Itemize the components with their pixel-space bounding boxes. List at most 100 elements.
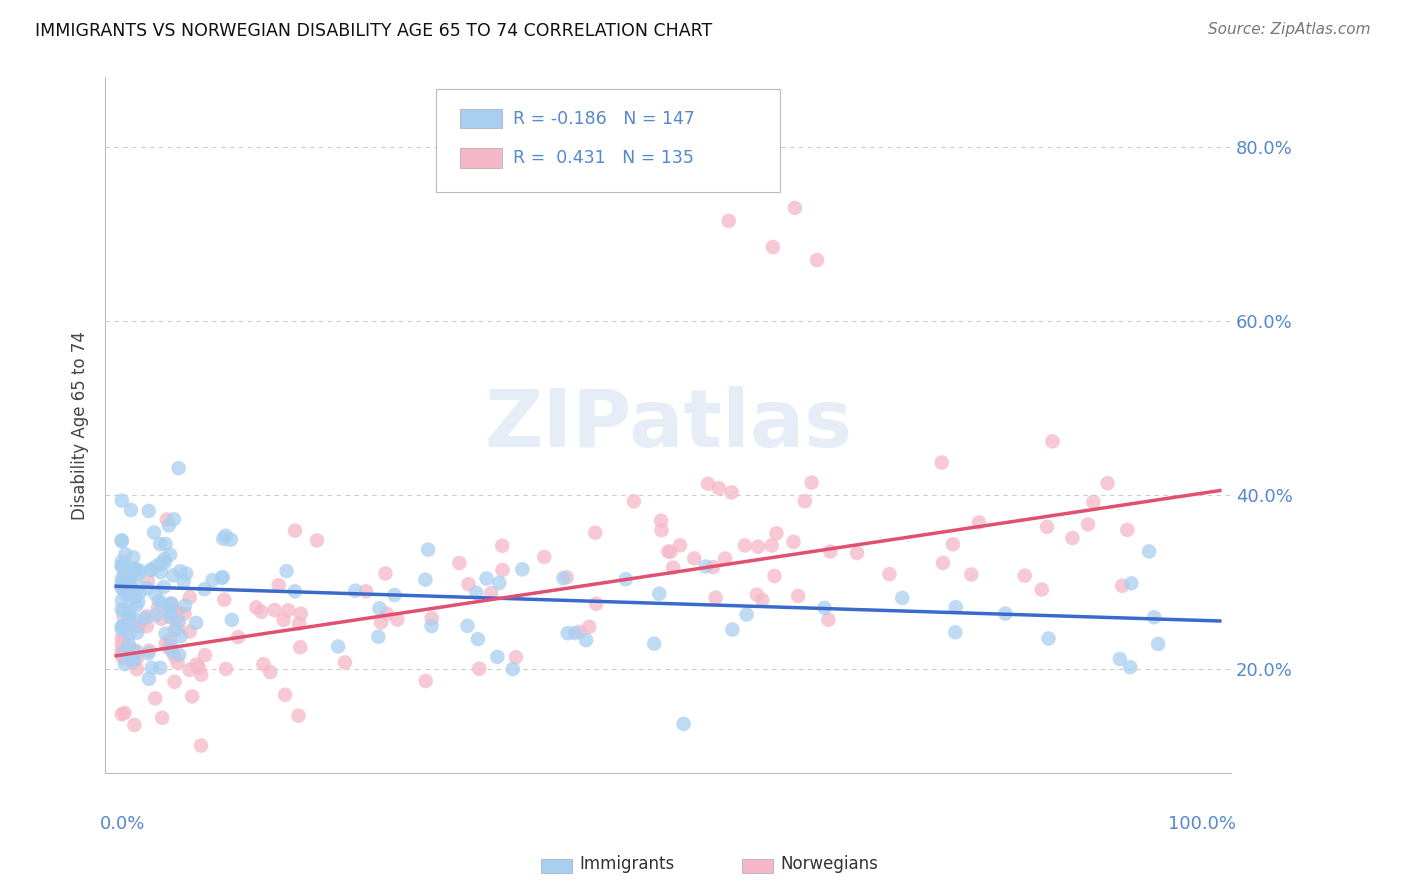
Point xyxy=(817,613,839,627)
Point xyxy=(717,214,740,228)
Point xyxy=(125,662,148,676)
Point xyxy=(150,556,173,570)
Point xyxy=(111,534,134,549)
Point xyxy=(707,481,730,495)
Point xyxy=(169,629,191,643)
Point xyxy=(806,253,828,268)
Point xyxy=(111,576,134,591)
Point xyxy=(193,582,215,597)
Point xyxy=(143,587,166,601)
Point xyxy=(127,620,149,634)
Point xyxy=(112,574,135,589)
Point xyxy=(418,542,440,557)
Point xyxy=(420,611,443,625)
Point xyxy=(259,665,281,679)
Point xyxy=(761,538,783,552)
Point xyxy=(375,607,398,621)
Point xyxy=(1031,582,1053,597)
Point xyxy=(468,662,491,676)
Point xyxy=(145,608,167,623)
Point xyxy=(120,581,142,595)
Point xyxy=(155,537,177,551)
Point xyxy=(129,616,152,631)
Point xyxy=(173,574,195,589)
Point xyxy=(124,718,146,732)
Point xyxy=(659,545,682,559)
Point xyxy=(221,613,243,627)
Point xyxy=(1077,517,1099,532)
Point xyxy=(163,648,186,663)
Point xyxy=(149,537,172,551)
Point xyxy=(169,564,191,578)
Point xyxy=(333,656,356,670)
Point xyxy=(125,613,148,627)
Point xyxy=(159,609,181,624)
Point xyxy=(288,616,311,631)
Text: Immigrants: Immigrants xyxy=(579,855,675,873)
Point xyxy=(181,690,204,704)
Point xyxy=(820,544,842,558)
Point xyxy=(146,601,169,615)
Point xyxy=(683,551,706,566)
Point xyxy=(190,667,212,681)
Point xyxy=(284,524,307,538)
Point xyxy=(159,610,181,624)
Point xyxy=(111,559,134,574)
Point xyxy=(120,568,142,582)
Point xyxy=(800,475,823,490)
Point xyxy=(111,580,134,594)
Point xyxy=(287,708,309,723)
Point xyxy=(226,630,249,644)
Point xyxy=(763,569,786,583)
Point xyxy=(150,612,173,626)
Point xyxy=(245,600,267,615)
Point xyxy=(250,605,273,619)
Point xyxy=(942,537,965,551)
Point xyxy=(166,613,188,627)
Point xyxy=(510,562,533,576)
Text: 100.0%: 100.0% xyxy=(1168,815,1236,833)
Point xyxy=(695,559,717,574)
Point xyxy=(160,600,183,615)
Point xyxy=(1111,579,1133,593)
Point xyxy=(263,603,285,617)
Point xyxy=(174,566,197,581)
Point xyxy=(118,636,141,650)
Point xyxy=(111,593,134,607)
Point xyxy=(1062,531,1084,545)
Point xyxy=(747,540,769,554)
Text: ZIPatlas: ZIPatlas xyxy=(484,386,852,465)
Point xyxy=(214,592,236,607)
Point xyxy=(1097,476,1119,491)
Point xyxy=(187,660,209,674)
Point xyxy=(166,656,188,670)
Point xyxy=(120,562,142,576)
Point xyxy=(702,560,724,574)
Point xyxy=(135,619,157,633)
Point xyxy=(276,564,298,578)
Point xyxy=(614,572,637,586)
Point xyxy=(121,652,143,666)
Point xyxy=(467,632,489,646)
Point xyxy=(111,581,134,595)
Point xyxy=(128,564,150,578)
Point xyxy=(179,663,201,677)
Point xyxy=(267,578,290,592)
Point xyxy=(152,580,174,594)
Point xyxy=(157,640,180,655)
Point xyxy=(252,657,274,672)
Point xyxy=(994,607,1017,621)
Point xyxy=(491,539,513,553)
Point xyxy=(943,625,966,640)
Point xyxy=(1036,520,1059,534)
Point xyxy=(159,632,181,647)
Point xyxy=(111,648,134,662)
Point xyxy=(111,631,134,645)
Point xyxy=(111,559,134,574)
Point xyxy=(932,556,955,570)
Point xyxy=(160,644,183,658)
Point xyxy=(111,643,134,657)
Point xyxy=(125,599,148,613)
Point xyxy=(184,615,207,630)
Point xyxy=(167,614,190,628)
